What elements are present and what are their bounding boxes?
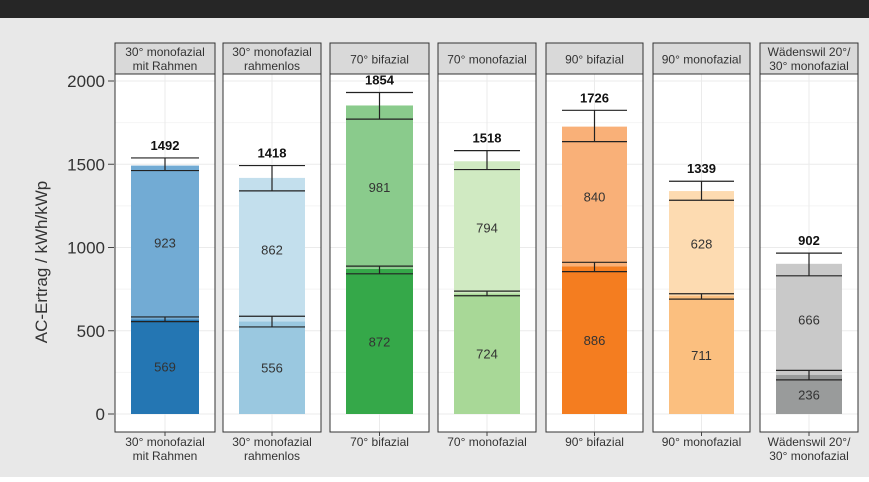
bar-segment [131,165,199,320]
bar-segment [346,268,413,414]
y-tick-label: 1000 [67,239,105,258]
bar-total-label: 1518 [473,131,502,146]
bar-segment [346,105,413,269]
segment-value-label: 923 [154,235,176,250]
x-tick-label: Wädenswil 20°/ [768,435,852,449]
facet-strip-label: 30° monofazial [769,59,849,73]
facet-panel: 711 628 1339 90° monofazial 90° monofazial [652,42,751,449]
segment-value-label: 840 [584,190,606,205]
bar-segment [669,191,734,296]
bar-total-label: 1726 [580,90,609,105]
y-axis-label: AC-Ertrag / kWh/kWp [32,181,51,343]
bar-total-label: 1492 [151,138,180,153]
facet-panel: 886 840 1726 90° bifazial 90° bifazial [545,42,644,449]
x-tick-label: 30° monofazial [125,435,205,449]
facet-strip-label: rahmenlos [244,59,300,73]
x-tick-label: rahmenlos [244,449,300,463]
x-tick-label: 30° monofazial [769,449,849,463]
y-tick-label: 1500 [67,155,105,174]
x-tick-label: 70° bifazial [350,435,409,449]
segment-value-label: 886 [584,333,606,348]
y-tick-label: 2000 [67,72,105,91]
facet-strip [114,42,216,75]
bar-total-label: 1854 [365,72,395,87]
facet-strip-label: mit Rahmen [133,59,198,73]
segment-value-label: 862 [261,243,283,258]
facet-strip [545,42,644,75]
facet-strip [437,42,537,75]
segment-value-label: 872 [369,334,391,349]
facet-strip-label: 30° monofazial [125,45,205,59]
bar-total-label: 1339 [687,161,716,176]
facet-strip-label: 70° monofazial [447,53,527,67]
segment-value-label: 569 [154,360,176,375]
facet-strip-label: Wädenswil 20°/ [768,45,852,59]
bar-segment [239,321,305,414]
bar-segment [454,293,520,414]
bar-segment [562,126,627,267]
bar-segment [562,266,627,414]
facet-strip-label: 90° bifazial [565,53,624,67]
bar-segment [776,263,842,375]
facet-strip-label: 90° monofazial [662,53,742,67]
y-tick-label: 0 [96,405,105,424]
x-tick-label: 30° monofazial [232,435,312,449]
segment-value-label: 666 [798,312,820,327]
segment-value-label: 556 [261,361,283,376]
segment-value-label: 794 [476,220,498,235]
facet-strip [329,42,430,75]
x-tick-label: mit Rahmen [133,449,198,463]
bar-segment [776,374,842,414]
bar-segment [454,161,520,294]
y-tick-label: 500 [77,322,105,341]
bar-total-label: 1418 [258,146,287,161]
segment-value-label: 724 [476,347,498,362]
facet-panel: 872 981 1854 70° bifazial 70° bifazial [329,42,430,449]
bar-segment [239,177,305,322]
facet-strip [222,42,322,75]
facet-strip [759,42,859,75]
bar-total-label: 902 [798,233,820,248]
segment-value-label: 236 [798,387,820,402]
bar-segment [669,295,734,414]
segment-value-label: 711 [691,348,712,363]
segment-value-label: 628 [691,236,713,251]
segment-value-label: 981 [369,180,391,195]
bar-segment [131,319,199,414]
facet-strip-label: 70° bifazial [350,53,409,67]
facet-strip [652,42,751,75]
x-tick-label: 90° bifazial [565,435,624,449]
y-axis: 0 500 1000 1500 2000 [67,72,114,424]
facet-panel: 724 794 1518 70° monofazial 70° monofazial [437,42,537,449]
facet-strip-label: 30° monofazial [232,45,312,59]
x-tick-label: 90° monofazial [662,435,742,449]
top-dark-band [0,0,869,18]
x-tick-label: 70° monofazial [447,435,527,449]
